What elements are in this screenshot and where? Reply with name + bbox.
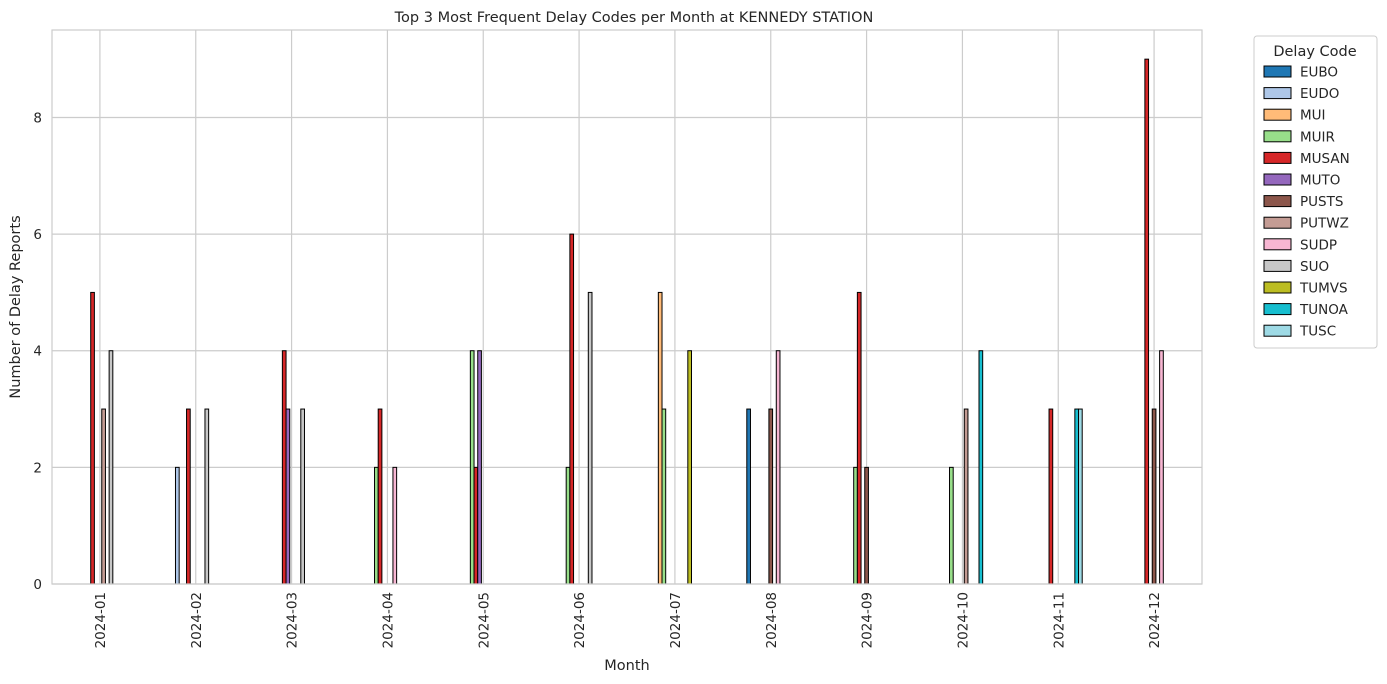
bar-muto-2024-05 [477, 350, 482, 585]
bar-sudp-2024-08 [775, 350, 781, 585]
grid [52, 30, 1202, 585]
bar-musan-2024-04 [377, 408, 383, 585]
legend-label-sudp: SUDP [1300, 237, 1337, 253]
legend-label-suo: SUO [1300, 259, 1329, 275]
bar-muir-2024-10 [949, 466, 954, 585]
bar-tunoa-2024-10 [978, 350, 984, 585]
bar-suo-2024-02 [204, 408, 210, 585]
bar-eubo-2024-08 [746, 408, 751, 585]
legend-label-putwz: PUTWZ [1300, 216, 1349, 232]
bar-sudp-2024-12 [1159, 350, 1164, 585]
legend-swatch-muto [1263, 173, 1292, 186]
legend-label-tusc: TUSC [1299, 324, 1336, 340]
x-tick-label: 2024-08 [764, 592, 780, 648]
x-tick-label: 2024-02 [189, 592, 205, 648]
bar-suo-2024-06 [587, 291, 593, 585]
x-tick-label: 2024-06 [572, 592, 588, 648]
bar-pusts-2024-09 [864, 466, 869, 585]
legend-label-musan: MUSAN [1300, 151, 1350, 167]
x-tick-label: 2024-01 [93, 592, 109, 648]
legend-swatch-pusts [1263, 195, 1292, 208]
x-axis-ticks: 2024-01 2024-02 2024-03 2024-04 2024-05 2024-… [93, 592, 1163, 648]
y-tick-label: 8 [33, 110, 42, 126]
bar-tusc-2024-11 [1078, 408, 1083, 585]
legend-label-tunoa: TUNOA [1299, 302, 1349, 318]
bars [90, 58, 1164, 585]
y-axis-label: Number of Delay Reports [8, 215, 24, 398]
legend-label-eudo: EUDO [1300, 86, 1339, 102]
x-tick-label: 2024-09 [860, 592, 876, 648]
legend-swatch-tunoa [1263, 303, 1292, 316]
bar-musan-2024-01 [90, 291, 95, 585]
bar-suo-2024-01 [108, 350, 114, 585]
legend: Delay Code EUBO EUDO MUI MUIR MUSAN MUTO PUSTS… [1253, 35, 1378, 349]
x-tick-label: 2024-03 [285, 592, 301, 648]
x-tick-label: 2024-11 [1051, 592, 1067, 648]
bar-muir-2024-07 [661, 408, 667, 585]
legend-swatch-eubo [1263, 65, 1292, 78]
y-tick-label: 4 [33, 344, 42, 360]
bar-muir-2024-09 [853, 466, 858, 585]
y-axis-ticks: 0 2 4 6 8 [33, 110, 42, 593]
legend-swatch-putwz [1263, 216, 1292, 229]
bar-muir-2024-06 [565, 466, 571, 585]
bar-muir-2024-04 [374, 466, 379, 585]
bar-musan-2024-09 [856, 291, 862, 585]
bar-eudo-2024-02 [174, 466, 180, 585]
bar-musan-2024-03 [281, 350, 287, 585]
y-tick-label: 0 [33, 577, 42, 593]
bar-muto-2024-03 [285, 408, 291, 585]
x-tick-label: 2024-07 [668, 592, 684, 648]
legend-label-pusts: PUSTS [1300, 194, 1343, 210]
bar-mui-2024-07 [657, 291, 663, 585]
legend-label-mui: MUI [1300, 108, 1326, 124]
x-tick-label: 2024-05 [476, 592, 492, 648]
x-tick-label: 2024-12 [1147, 592, 1163, 648]
x-tick-label: 2024-10 [955, 592, 971, 648]
x-tick-label: 2024-04 [380, 592, 396, 648]
chart-title: Top 3 Most Frequent Delay Codes per Mont… [394, 10, 874, 26]
bar-suo-2024-03 [300, 408, 305, 585]
legend-swatch-mui [1263, 108, 1292, 121]
legend-label-muir: MUIR [1300, 129, 1335, 145]
legend-swatch-tumvs [1263, 281, 1292, 294]
legend-title: Delay Code [1273, 44, 1356, 60]
bar-sudp-2024-04 [392, 466, 398, 585]
x-axis-label: Month [604, 658, 649, 674]
bar-musan-2024-11 [1048, 408, 1054, 585]
bar-musan-2024-12 [1144, 58, 1150, 585]
bar-musan-2024-02 [186, 408, 191, 585]
y-tick-label: 2 [33, 460, 42, 476]
bar-tunoa-2024-11 [1074, 408, 1080, 585]
y-tick-label: 6 [33, 227, 42, 243]
legend-swatch-eudo [1263, 87, 1292, 100]
bar-putwz-2024-10 [963, 408, 969, 585]
bar-tumvs-2024-07 [687, 350, 693, 585]
legend-label-muto: MUTO [1300, 173, 1340, 189]
bar-pusts-2024-08 [768, 408, 774, 585]
legend-label-eubo: EUBO [1300, 65, 1338, 81]
bar-musan-2024-06 [569, 233, 575, 585]
bar-musan-2024-05 [473, 466, 479, 585]
legend-label-tumvs: TUMVS [1299, 281, 1348, 297]
bar-pusts-2024-12 [1151, 408, 1157, 585]
legend-swatch-suo [1263, 259, 1292, 272]
legend-swatch-tusc [1263, 324, 1292, 337]
bar-putwz-2024-01 [101, 408, 106, 585]
legend-swatch-musan [1263, 151, 1292, 164]
legend-swatch-sudp [1263, 238, 1292, 251]
bar-muir-2024-05 [469, 350, 475, 585]
legend-swatch-muir [1263, 130, 1292, 143]
plot-frame [51, 29, 1203, 585]
